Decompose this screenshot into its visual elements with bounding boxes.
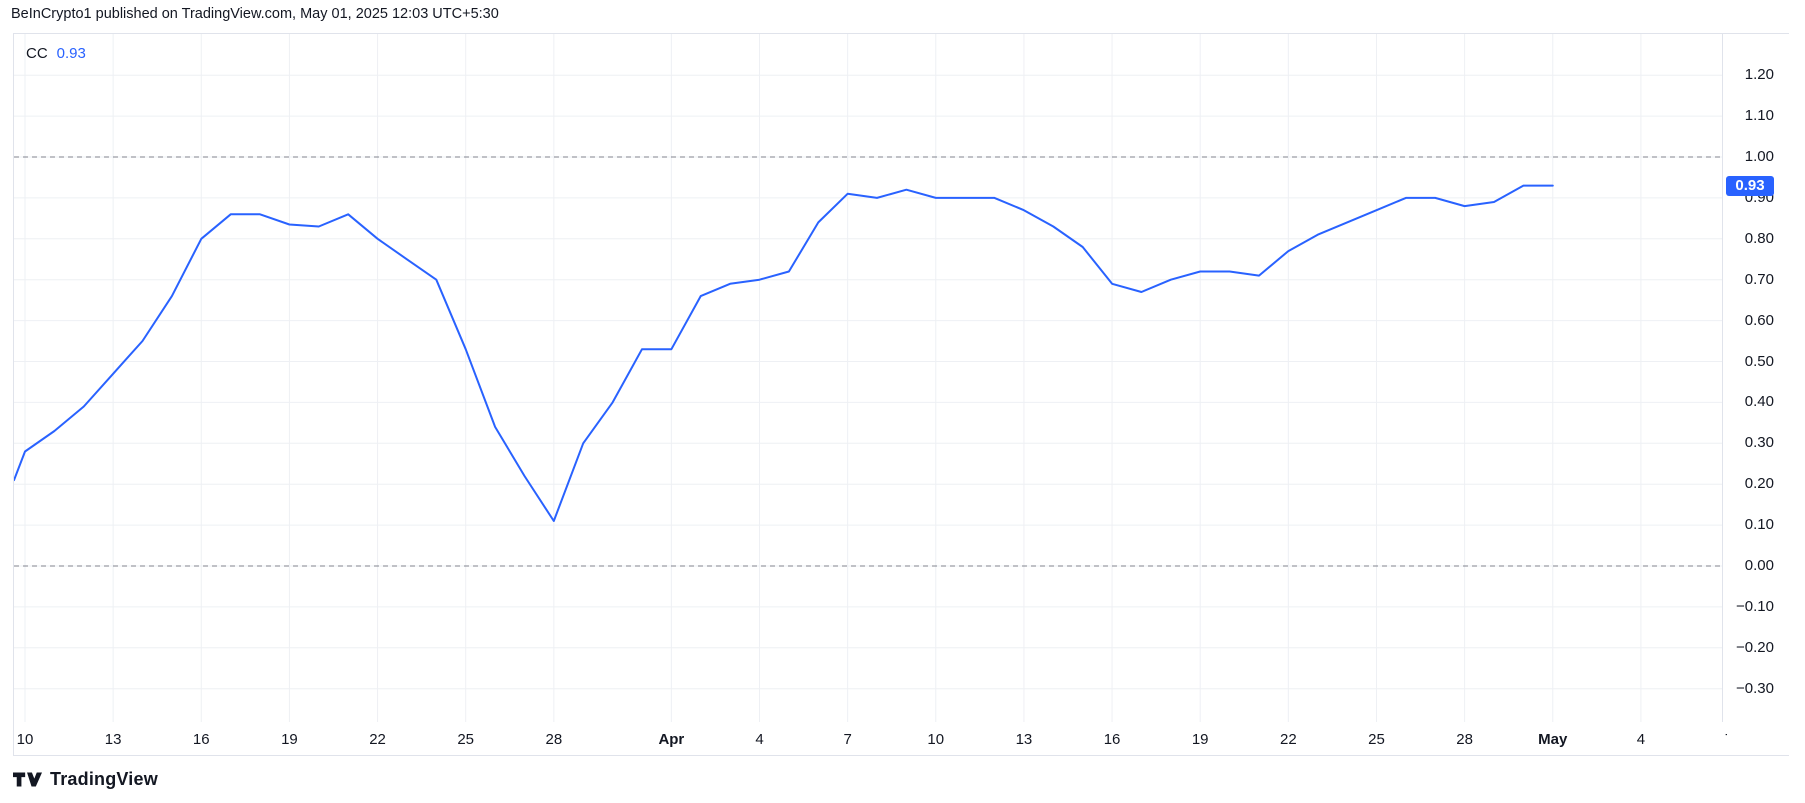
time-axis-label: 4 bbox=[1636, 731, 1646, 748]
legend: CC 0.93 bbox=[26, 45, 86, 62]
time-axis-label: Apr bbox=[658, 731, 685, 748]
time-axis[interactable]: 10 13 16 19 22 25 28 Apr 4 7 10 13 16 19 22 25 28 May 4 7 bbox=[14, 722, 1727, 755]
time-axis-label: 4 bbox=[755, 731, 764, 748]
price-axis-label: 0.20 bbox=[1744, 475, 1774, 493]
time-axis-label: 10 bbox=[16, 731, 34, 748]
price-axis-label: 0.30 bbox=[1744, 434, 1774, 452]
legend-symbol: CC bbox=[26, 45, 48, 62]
time-axis-label: 13 bbox=[1015, 731, 1033, 748]
time-axis-label: 28 bbox=[545, 731, 563, 748]
time-axis-label: May bbox=[1538, 731, 1568, 748]
chart-widget: CC 0.93 1.20 1.10 1.00 0.90 0.80 0.70 0.60 0.50… bbox=[13, 33, 1789, 756]
last-price-badge: 0.93 bbox=[1726, 175, 1774, 196]
price-axis-label: 1.10 bbox=[1744, 107, 1774, 125]
price-axis-label: 0.10 bbox=[1744, 516, 1774, 534]
time-axis-label: 16 bbox=[1103, 731, 1121, 748]
price-axis-label: −0.30 bbox=[1736, 679, 1774, 697]
time-axis-label: 22 bbox=[369, 731, 386, 748]
time-axis-label: 25 bbox=[457, 731, 475, 748]
series-line-cc bbox=[14, 184, 1554, 522]
price-axis-label: 0.70 bbox=[1744, 270, 1774, 288]
price-axis-label: 0.00 bbox=[1744, 557, 1774, 574]
time-axis-label: 7 bbox=[843, 731, 852, 748]
price-axis-label: 1.00 bbox=[1744, 148, 1774, 165]
price-axis-label: 0.40 bbox=[1744, 393, 1774, 411]
time-axis-label: 25 bbox=[1368, 731, 1385, 748]
chart-canvas[interactable] bbox=[14, 34, 1722, 722]
tradingview-logo[interactable]: TradingView bbox=[13, 769, 158, 790]
price-axis-label: −0.20 bbox=[1736, 638, 1774, 656]
price-axis-label: 0.80 bbox=[1744, 229, 1774, 247]
tradingview-wordmark: TradingView bbox=[50, 769, 158, 789]
price-chart-plot[interactable] bbox=[14, 34, 1722, 722]
price-axis[interactable]: 1.20 1.10 1.00 0.90 0.80 0.70 0.60 0.50 0.40 0.30… bbox=[1722, 34, 1789, 755]
time-axis-label: 28 bbox=[1456, 731, 1473, 748]
time-axis-label: 13 bbox=[104, 731, 122, 748]
time-axis-label: 7 bbox=[1725, 731, 1727, 749]
attribution-text: BeInCrypto1 published on TradingView.com… bbox=[11, 6, 499, 22]
price-axis-label: 0.60 bbox=[1744, 311, 1774, 329]
time-axis-label: 22 bbox=[1279, 731, 1297, 748]
tradingview-logo-icon bbox=[13, 772, 42, 787]
time-axis-label: 10 bbox=[927, 731, 945, 748]
time-axis-label: 19 bbox=[281, 731, 298, 748]
price-axis-label: −0.10 bbox=[1736, 597, 1774, 615]
price-axis-label: 1.20 bbox=[1744, 66, 1774, 84]
time-axis-label: 19 bbox=[1191, 731, 1209, 748]
price-axis-label: 0.50 bbox=[1744, 352, 1774, 370]
time-axis-label: 16 bbox=[192, 731, 210, 748]
legend-value: 0.93 bbox=[56, 45, 86, 62]
